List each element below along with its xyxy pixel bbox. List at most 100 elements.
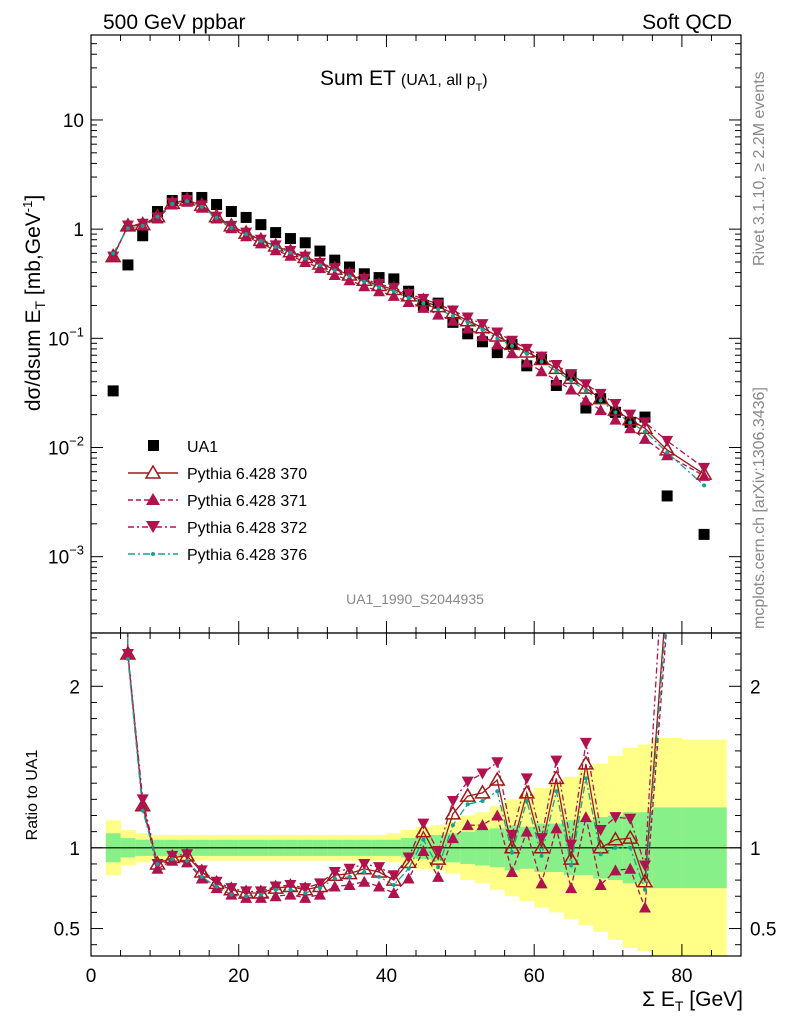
ratio-point-3-21 xyxy=(417,818,430,830)
ratio-point-4-5 xyxy=(185,858,190,863)
data-point-3-25 xyxy=(476,319,489,331)
ratio-point-4-21 xyxy=(421,837,426,842)
ratio-point-1-21 xyxy=(415,823,432,838)
ratio-point-3-34 xyxy=(609,812,622,824)
ratio-point-4-22 xyxy=(436,865,441,870)
data-point-2-18 xyxy=(373,285,386,297)
data-point-0-24 xyxy=(462,328,474,340)
legend-label-376: Pythia 6.428 376 xyxy=(187,547,307,564)
y-tick-label: 10 xyxy=(63,111,84,132)
data-point-2-19 xyxy=(387,289,400,301)
data-point-2-21 xyxy=(417,301,430,313)
ratio-point-3-17 xyxy=(358,858,371,870)
data-point-4-11 xyxy=(273,244,278,249)
ratio-point-1-34 xyxy=(607,831,624,846)
legend-item-370: Pythia 6.428 370 xyxy=(128,464,307,483)
ratio-point-2-20 xyxy=(402,872,415,884)
data-point-0-14 xyxy=(314,245,326,257)
data-point-3-19 xyxy=(387,282,400,294)
series-line-2 xyxy=(112,201,705,477)
ratio-point-3-32 xyxy=(579,737,592,749)
data-point-4-3 xyxy=(155,214,160,219)
analysis-tag: UA1_1990_S2044935 xyxy=(346,591,484,607)
data-point-3-36 xyxy=(638,417,651,429)
ratio-point-2-13 xyxy=(299,891,312,903)
data-point-1-32 xyxy=(577,379,595,394)
data-point-4-7 xyxy=(214,215,219,220)
ratio-point-4-32 xyxy=(583,776,588,781)
ratio-tick-label: 0.5 xyxy=(54,920,80,941)
data-point-2-15 xyxy=(328,269,341,281)
ratio-point-4-1 xyxy=(125,656,130,661)
ratio-point-2-11 xyxy=(269,890,282,902)
ratio-point-3-23 xyxy=(446,795,459,807)
y-tick-label: 10−3 xyxy=(48,543,84,569)
ratio-point-1-26 xyxy=(488,771,506,786)
ratio-point-3-28 xyxy=(520,773,533,785)
data-point-3-34 xyxy=(609,399,622,411)
ratio-point-3-13 xyxy=(299,883,312,895)
ratio-point-3-22 xyxy=(432,846,445,858)
data-point-3-0 xyxy=(107,251,120,263)
ratio-point-2-24 xyxy=(461,819,474,831)
ratio-markers xyxy=(119,421,711,913)
ratio-point-3-1 xyxy=(121,648,134,660)
ratio-tick-label-right: 2 xyxy=(750,677,761,698)
ratio-y-axis-label: Ratio to UA1 xyxy=(24,750,41,841)
ratio-point-2-16 xyxy=(343,878,356,890)
ratio-point-3-10 xyxy=(254,886,267,898)
ratio-point-3-20 xyxy=(402,852,415,864)
ratio-point-2-36 xyxy=(638,901,651,913)
data-point-4-29 xyxy=(539,359,544,364)
ratio-point-2-12 xyxy=(284,888,297,900)
data-point-3-32 xyxy=(579,379,592,391)
legend-marker-371 xyxy=(146,493,160,505)
ratio-point-3-4 xyxy=(166,850,179,862)
data-point-0-7 xyxy=(211,199,223,211)
main-markers xyxy=(104,191,713,540)
data-point-0-3 xyxy=(151,206,163,218)
data-point-4-9 xyxy=(244,232,249,237)
ratio-point-1-23 xyxy=(444,805,462,820)
data-point-0-26 xyxy=(491,347,503,359)
data-point-1-33 xyxy=(592,390,609,405)
ratio-point-3-12 xyxy=(284,879,297,891)
ratio-point-1-38 xyxy=(697,421,711,433)
ratio-point-4-11 xyxy=(273,887,278,892)
ratio-point-4-36 xyxy=(642,887,647,892)
ratio-tick-label: 1 xyxy=(69,839,80,860)
data-point-1-29 xyxy=(533,350,550,366)
data-point-0-1 xyxy=(122,259,134,271)
data-point-4-34 xyxy=(613,410,618,415)
data-point-4-4 xyxy=(170,201,175,206)
ratio-point-3-16 xyxy=(343,863,356,875)
data-point-0-8 xyxy=(225,206,237,218)
ratio-point-4-25 xyxy=(480,798,485,803)
ratio-point-1-35 xyxy=(621,829,639,844)
data-point-3-38 xyxy=(698,462,711,474)
ratio-point-4-23 xyxy=(450,823,455,828)
data-point-2-27 xyxy=(506,347,519,359)
ratio-point-4-9 xyxy=(244,894,249,899)
ratio-point-3-5 xyxy=(181,849,194,861)
data-point-0-10 xyxy=(255,219,267,231)
data-point-2-37 xyxy=(661,449,674,461)
ratio-point-2-15 xyxy=(328,880,341,892)
ratio-line-4 xyxy=(127,633,666,897)
data-point-3-20 xyxy=(402,288,415,300)
ratio-point-1-32 xyxy=(577,755,595,770)
data-point-2-26 xyxy=(491,338,504,350)
ratio-point-2-14 xyxy=(313,888,326,900)
legend-item-372: Pythia 6.428 372 xyxy=(128,520,307,537)
x-tick-label: 20 xyxy=(228,966,249,987)
mcplots-reference-label: mcplots.cern.ch [arXiv:1306.3436] xyxy=(751,387,768,629)
legend-marker-372 xyxy=(146,521,160,533)
data-point-2-25 xyxy=(476,330,489,342)
data-point-4-10 xyxy=(258,238,263,243)
data-point-3-23 xyxy=(446,305,459,317)
ratio-point-4-15 xyxy=(332,876,337,881)
data-point-2-28 xyxy=(520,356,533,368)
legend-item-371: Pythia 6.428 371 xyxy=(128,493,307,510)
ratio-point-3-24 xyxy=(461,776,474,788)
